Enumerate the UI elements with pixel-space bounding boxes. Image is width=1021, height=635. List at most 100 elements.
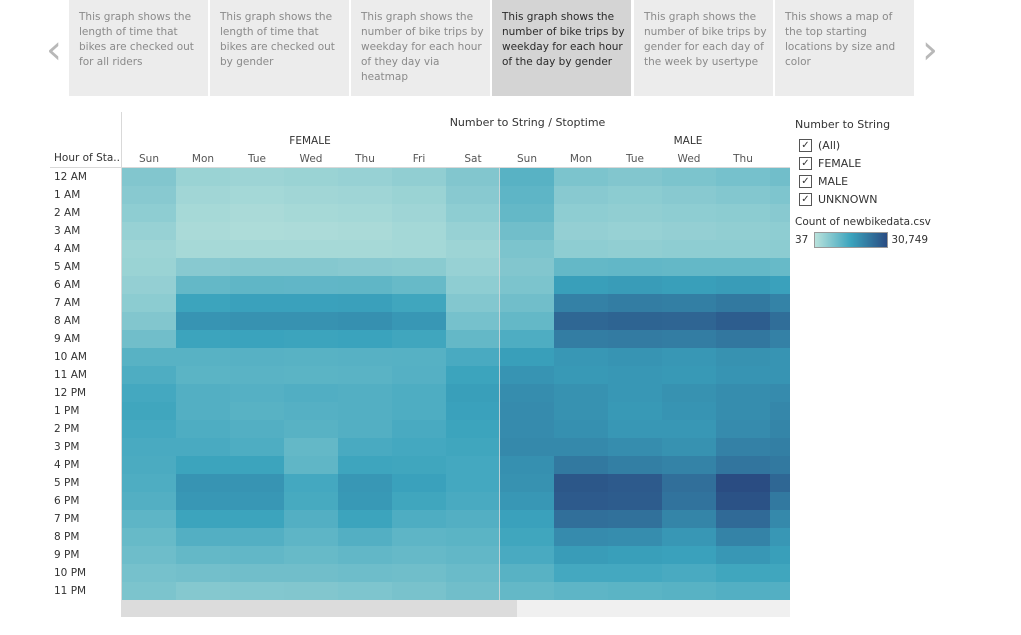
heatmap-cell[interactable]: [770, 222, 790, 240]
heatmap-cell[interactable]: [662, 204, 716, 222]
heatmap-cell[interactable]: [662, 276, 716, 294]
heatmap-cell[interactable]: [338, 456, 392, 474]
heatmap-cell[interactable]: [392, 420, 446, 438]
heatmap-cell[interactable]: [284, 474, 338, 492]
heatmap-cell[interactable]: [176, 492, 230, 510]
heatmap-cell[interactable]: [770, 546, 790, 564]
heatmap-cell[interactable]: [608, 402, 662, 420]
heatmap-cell[interactable]: [608, 168, 662, 186]
heatmap-cell[interactable]: [122, 168, 176, 186]
heatmap-cell[interactable]: [608, 474, 662, 492]
heatmap-cell[interactable]: [122, 258, 176, 276]
heatmap-cell[interactable]: [500, 546, 554, 564]
heatmap-cell[interactable]: [122, 528, 176, 546]
heatmap-cell[interactable]: [284, 438, 338, 456]
heatmap-cell[interactable]: [608, 420, 662, 438]
heatmap-cell[interactable]: [230, 384, 284, 402]
heatmap-cell[interactable]: [770, 384, 790, 402]
heatmap-cell[interactable]: [284, 366, 338, 384]
heatmap-cell[interactable]: [446, 222, 500, 240]
story-point-3[interactable]: This graph shows the number of bike trip…: [351, 0, 490, 96]
heatmap-cell[interactable]: [338, 438, 392, 456]
heatmap-cell[interactable]: [716, 366, 770, 384]
heatmap-cell[interactable]: [500, 276, 554, 294]
heatmap-cell[interactable]: [176, 294, 230, 312]
heatmap-cell[interactable]: [176, 564, 230, 582]
heatmap-cell[interactable]: [122, 384, 176, 402]
heatmap-cell[interactable]: [716, 258, 770, 276]
heatmap-cell[interactable]: [446, 186, 500, 204]
heatmap-cell[interactable]: [284, 312, 338, 330]
heatmap-cell[interactable]: [662, 546, 716, 564]
heatmap-cell[interactable]: [554, 258, 608, 276]
heatmap-cell[interactable]: [716, 510, 770, 528]
heatmap-cell[interactable]: [662, 330, 716, 348]
chevron-right-icon[interactable]: ›: [922, 27, 938, 73]
heatmap-cell[interactable]: [122, 294, 176, 312]
heatmap-cell[interactable]: [122, 240, 176, 258]
heatmap-cell[interactable]: [662, 474, 716, 492]
heatmap-cell[interactable]: [392, 366, 446, 384]
heatmap-cell[interactable]: [554, 546, 608, 564]
heatmap-cell[interactable]: [716, 438, 770, 456]
heatmap-cell[interactable]: [392, 456, 446, 474]
heatmap-cell[interactable]: [770, 366, 790, 384]
heatmap-cell[interactable]: [392, 258, 446, 276]
heatmap-cell[interactable]: [770, 474, 790, 492]
heatmap-cell[interactable]: [500, 492, 554, 510]
heatmap-cell[interactable]: [446, 384, 500, 402]
heatmap-cell[interactable]: [392, 474, 446, 492]
heatmap-cell[interactable]: [608, 456, 662, 474]
heatmap-cell[interactable]: [176, 348, 230, 366]
heatmap-cell[interactable]: [176, 240, 230, 258]
heatmap-cell[interactable]: [500, 294, 554, 312]
heatmap-cell[interactable]: [770, 294, 790, 312]
checkbox-checked-icon[interactable]: ✓: [799, 174, 812, 188]
heatmap-cell[interactable]: [230, 312, 284, 330]
heatmap-cell[interactable]: [716, 456, 770, 474]
heatmap-cell[interactable]: [338, 258, 392, 276]
heatmap-cell[interactable]: [176, 420, 230, 438]
heatmap-cell[interactable]: [500, 348, 554, 366]
heatmap-cell[interactable]: [446, 456, 500, 474]
heatmap-cell[interactable]: [608, 222, 662, 240]
heatmap-cell[interactable]: [770, 204, 790, 222]
heatmap-cell[interactable]: [446, 510, 500, 528]
heatmap-cell[interactable]: [770, 186, 790, 204]
heatmap-cell[interactable]: [284, 384, 338, 402]
heatmap-cell[interactable]: [392, 312, 446, 330]
heatmap-cell[interactable]: [176, 474, 230, 492]
heatmap-cell[interactable]: [446, 348, 500, 366]
heatmap-cell[interactable]: [770, 240, 790, 258]
heatmap-cell[interactable]: [176, 330, 230, 348]
heatmap-cell[interactable]: [608, 312, 662, 330]
heatmap-cell[interactable]: [392, 582, 446, 600]
heatmap-cell[interactable]: [500, 366, 554, 384]
heatmap-cell[interactable]: [662, 294, 716, 312]
heatmap-cell[interactable]: [176, 258, 230, 276]
heatmap-cell[interactable]: [338, 420, 392, 438]
heatmap-cell[interactable]: [284, 258, 338, 276]
heatmap-cell[interactable]: [392, 276, 446, 294]
heatmap-cell[interactable]: [446, 330, 500, 348]
heatmap-cell[interactable]: [122, 348, 176, 366]
heatmap-cell[interactable]: [392, 546, 446, 564]
heatmap-cell[interactable]: [716, 528, 770, 546]
story-point-1[interactable]: This graph shows the length of time that…: [69, 0, 208, 96]
heatmap-cell[interactable]: [284, 456, 338, 474]
heatmap-cell[interactable]: [446, 438, 500, 456]
heatmap-cell[interactable]: [176, 546, 230, 564]
heatmap-cell[interactable]: [662, 186, 716, 204]
heatmap-cell[interactable]: [554, 420, 608, 438]
heatmap-cell[interactable]: [500, 528, 554, 546]
heatmap-cell[interactable]: [770, 330, 790, 348]
heatmap-cell[interactable]: [554, 312, 608, 330]
heatmap-cell[interactable]: [392, 384, 446, 402]
heatmap-cell[interactable]: [662, 528, 716, 546]
heatmap-cell[interactable]: [230, 240, 284, 258]
filter-item-all[interactable]: ✓ (All): [795, 136, 1015, 154]
heatmap-cell[interactable]: [392, 492, 446, 510]
heatmap-cell[interactable]: [554, 438, 608, 456]
heatmap-cell[interactable]: [500, 582, 554, 600]
heatmap-cell[interactable]: [230, 456, 284, 474]
